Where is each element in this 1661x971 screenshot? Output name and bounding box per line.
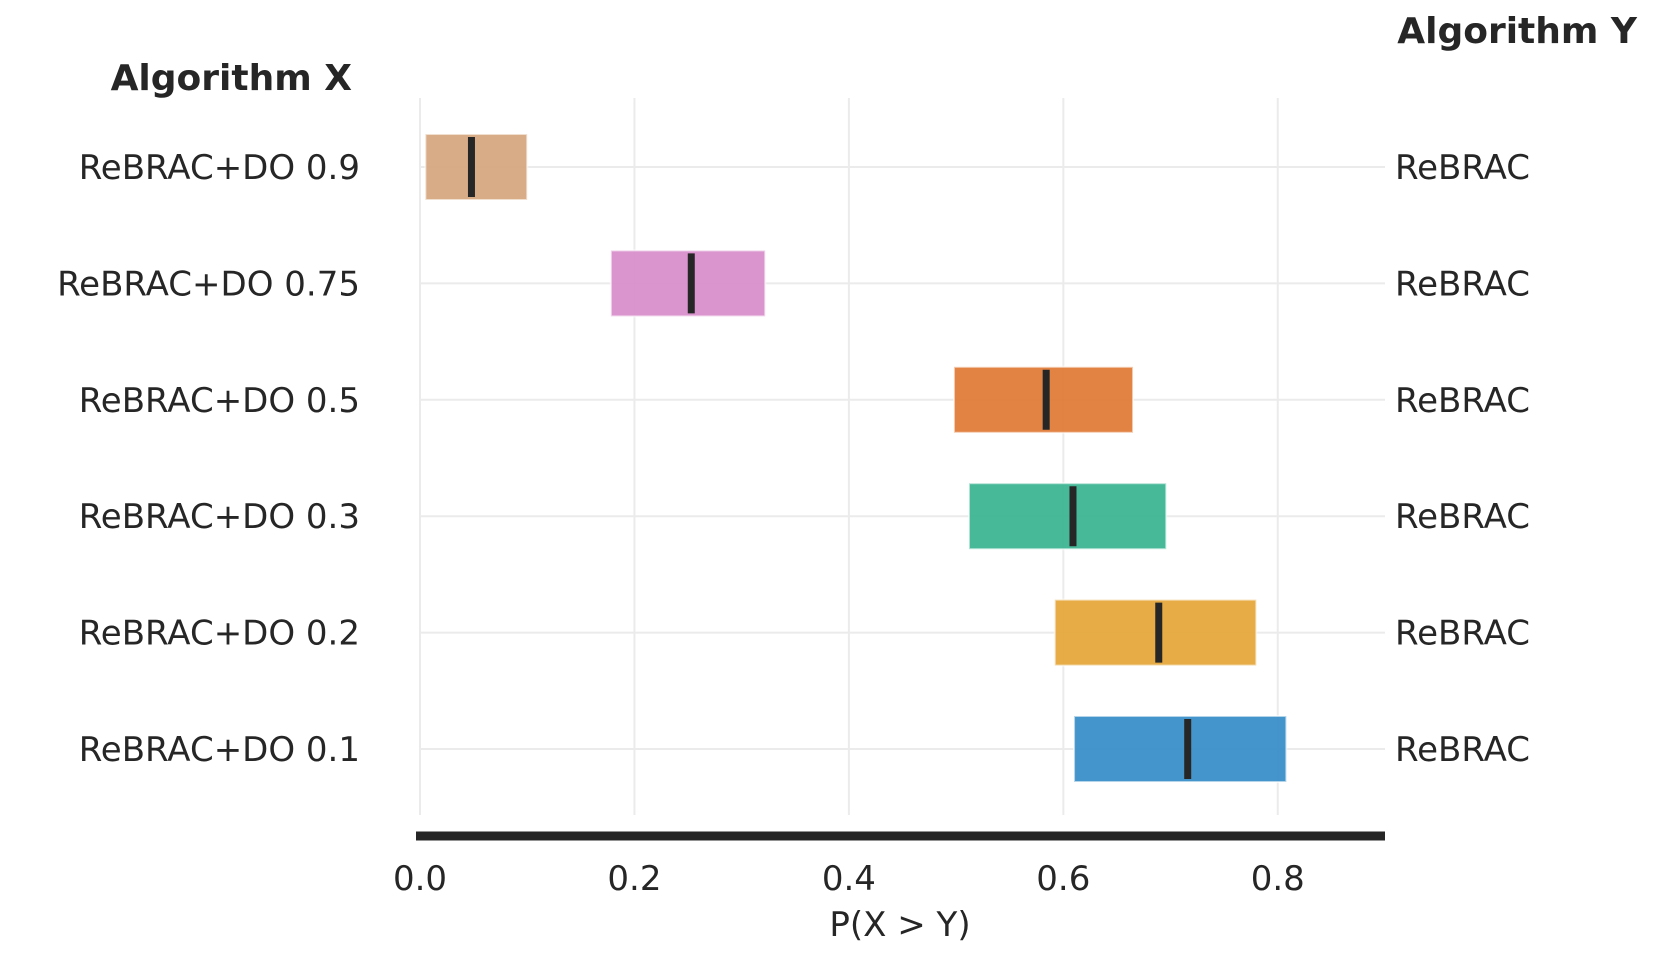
interval-bar (967, 482, 1168, 551)
algorithm-x-header: Algorithm X (111, 58, 353, 99)
labels-layer: ReBRAC+DO 0.9 ReBRAC ReBRAC+DO 0.75 ReBRAC R… (57, 148, 1530, 770)
ticks-layer: 0.0 0.2 0.4 0.6 0.8 (393, 859, 1305, 899)
algorithm-x-label: ReBRAC+DO 0.75 (57, 264, 360, 304)
algorithm-y-label: ReBRAC (1395, 730, 1530, 770)
algorithm-y-label: ReBRAC (1395, 614, 1530, 654)
algorithm-y-label: ReBRAC (1395, 148, 1530, 188)
algorithm-x-label: ReBRAC+DO 0.1 (79, 730, 360, 770)
algorithm-y-label: ReBRAC (1395, 381, 1530, 421)
x-tick-label: 0.8 (1251, 859, 1305, 899)
algorithm-y-label: ReBRAC (1395, 497, 1530, 537)
interval-bar (424, 133, 529, 201)
algorithm-y-label: ReBRAC (1395, 264, 1530, 304)
x-axis-label: P(X > Y) (829, 905, 970, 945)
algorithm-x-label: ReBRAC+DO 0.9 (79, 148, 360, 188)
interval-bar (1073, 715, 1288, 783)
x-tick-label: 0.2 (607, 859, 661, 899)
x-tick-label: 0.4 (822, 859, 876, 899)
algorithm-x-label: ReBRAC+DO 0.5 (79, 381, 360, 421)
x-tick-label: 0.0 (393, 859, 447, 899)
algorithm-x-label: ReBRAC+DO 0.3 (79, 497, 360, 537)
bars-layer (424, 133, 1288, 783)
grid-layer (419, 98, 1385, 815)
x-tick-label: 0.6 (1036, 859, 1090, 899)
algorithm-x-label: ReBRAC+DO 0.2 (79, 614, 360, 654)
algorithm-y-header: Algorithm Y (1397, 11, 1638, 52)
